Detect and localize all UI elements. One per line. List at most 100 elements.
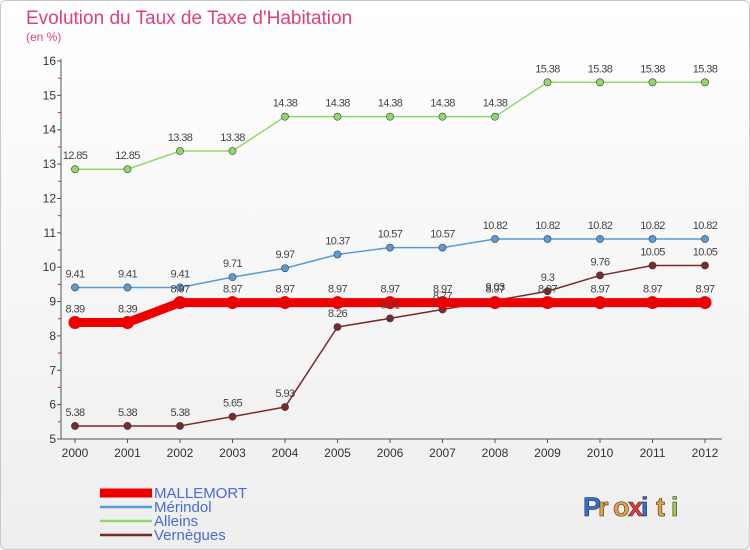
data-point [543,235,552,243]
x-tick-label: 2012 [692,446,719,460]
data-point [281,112,289,121]
data-label: 8.39 [65,304,84,316]
data-label: 8.97 [170,284,189,296]
data-point [648,78,657,87]
data-point [71,165,79,174]
data-point [698,296,712,310]
axes: 5 6 7 8 9 10 11 12 13 14 15 16 2000 2001 2002 2003 2004 2… [43,54,722,460]
proxiti-logo: Pr oxi t i [583,492,679,523]
data-label: 5.38 [170,407,189,419]
data-label: 8.97 [433,284,452,296]
data-label: 8.26 [328,308,347,320]
data-point [596,235,604,243]
chart-title: Evolution du Taux de Taxe d'Habitation [26,8,352,29]
data-point [71,283,79,292]
data-point [386,314,394,323]
data-point [176,283,184,292]
x-tick-label: 2001 [114,446,141,460]
data-label: 14.38 [378,98,403,110]
data-point [333,250,342,259]
data-point [438,112,447,121]
data-label: 9.76 [590,256,609,268]
logo-letter: r [598,492,609,522]
data-point [488,296,502,310]
series-line-2 [75,81,705,170]
data-point [438,243,447,252]
data-label: 14.38 [430,98,455,110]
data-point [648,261,657,270]
data-label: 13.38 [168,132,193,144]
data-label: 9.3 [541,272,555,284]
y-tick-label: 10 [43,260,57,274]
data-labels: 12.85 12.85 13.38 13.38 14.38 14.38 14.38 14.38… [63,63,719,419]
x-tick-label: 2000 [62,446,89,460]
data-label: 8.51 [380,299,399,311]
y-tick-label: 6 [49,398,56,412]
x-tick-label: 2006 [377,446,404,460]
data-label: 8.97 [643,284,662,296]
y-tick-label: 9 [49,295,56,309]
data-label: 10.57 [430,229,455,241]
y-tick-label: 13 [43,157,57,171]
logo-letter: i [671,492,679,522]
data-point [596,271,604,280]
data-label: 10.82 [535,220,560,232]
data-label: 14.38 [273,98,298,110]
y-tick-label: 15 [43,88,57,102]
data-label: 10.05 [693,246,718,258]
data-label: 15.38 [640,63,665,75]
data-label: 10.82 [693,220,718,232]
data-label: 9.03 [485,282,504,294]
data-label: 10.37 [325,235,350,247]
data-point [176,422,184,430]
data-label: 8.97 [590,284,609,296]
data-point [281,264,289,273]
data-point [176,147,184,155]
legend-label: MALLEMORT [154,485,247,502]
data-label: 5.38 [65,407,84,419]
data-point [71,422,79,430]
y-tick-label: 8 [49,329,56,343]
data-point [491,112,499,121]
y-tick-label: 11 [44,226,57,240]
data-point [596,78,604,87]
logo-letter: P [583,492,601,522]
data-point [383,296,397,310]
x-tick-label: 2007 [429,446,456,460]
data-label: 8.97 [538,284,557,296]
data-label: 12.85 [63,150,88,162]
series-layer [68,78,712,430]
data-point [228,273,237,282]
data-point [541,296,554,310]
data-label: 9.97 [275,249,294,261]
data-label: 8.97 [485,284,504,296]
data-label: 12.85 [115,150,140,162]
data-label: 10.57 [378,229,403,241]
data-point [123,422,132,430]
data-point [123,165,132,174]
data-point [331,296,344,310]
data-label: 8.77 [433,290,452,302]
data-point [491,235,499,243]
data-point [228,412,237,421]
logo-letter: t [656,492,665,522]
y-tick-label: 5 [49,432,56,446]
x-tick-label: 2011 [640,446,666,460]
data-point [543,287,552,296]
data-label: 15.38 [588,63,613,75]
data-point [386,243,394,252]
data-label: 9.41 [65,268,84,280]
data-point [701,261,709,270]
data-point [173,296,187,310]
data-point [646,296,659,310]
x-tick-label: 2005 [324,446,351,460]
data-point [278,296,292,310]
x-tick-label: 2010 [587,446,614,460]
data-point [68,316,82,330]
x-tick-label: 2003 [219,446,246,460]
data-label: 15.38 [693,63,718,75]
data-label: 8.97 [328,284,347,296]
data-label: 5.38 [118,407,137,419]
